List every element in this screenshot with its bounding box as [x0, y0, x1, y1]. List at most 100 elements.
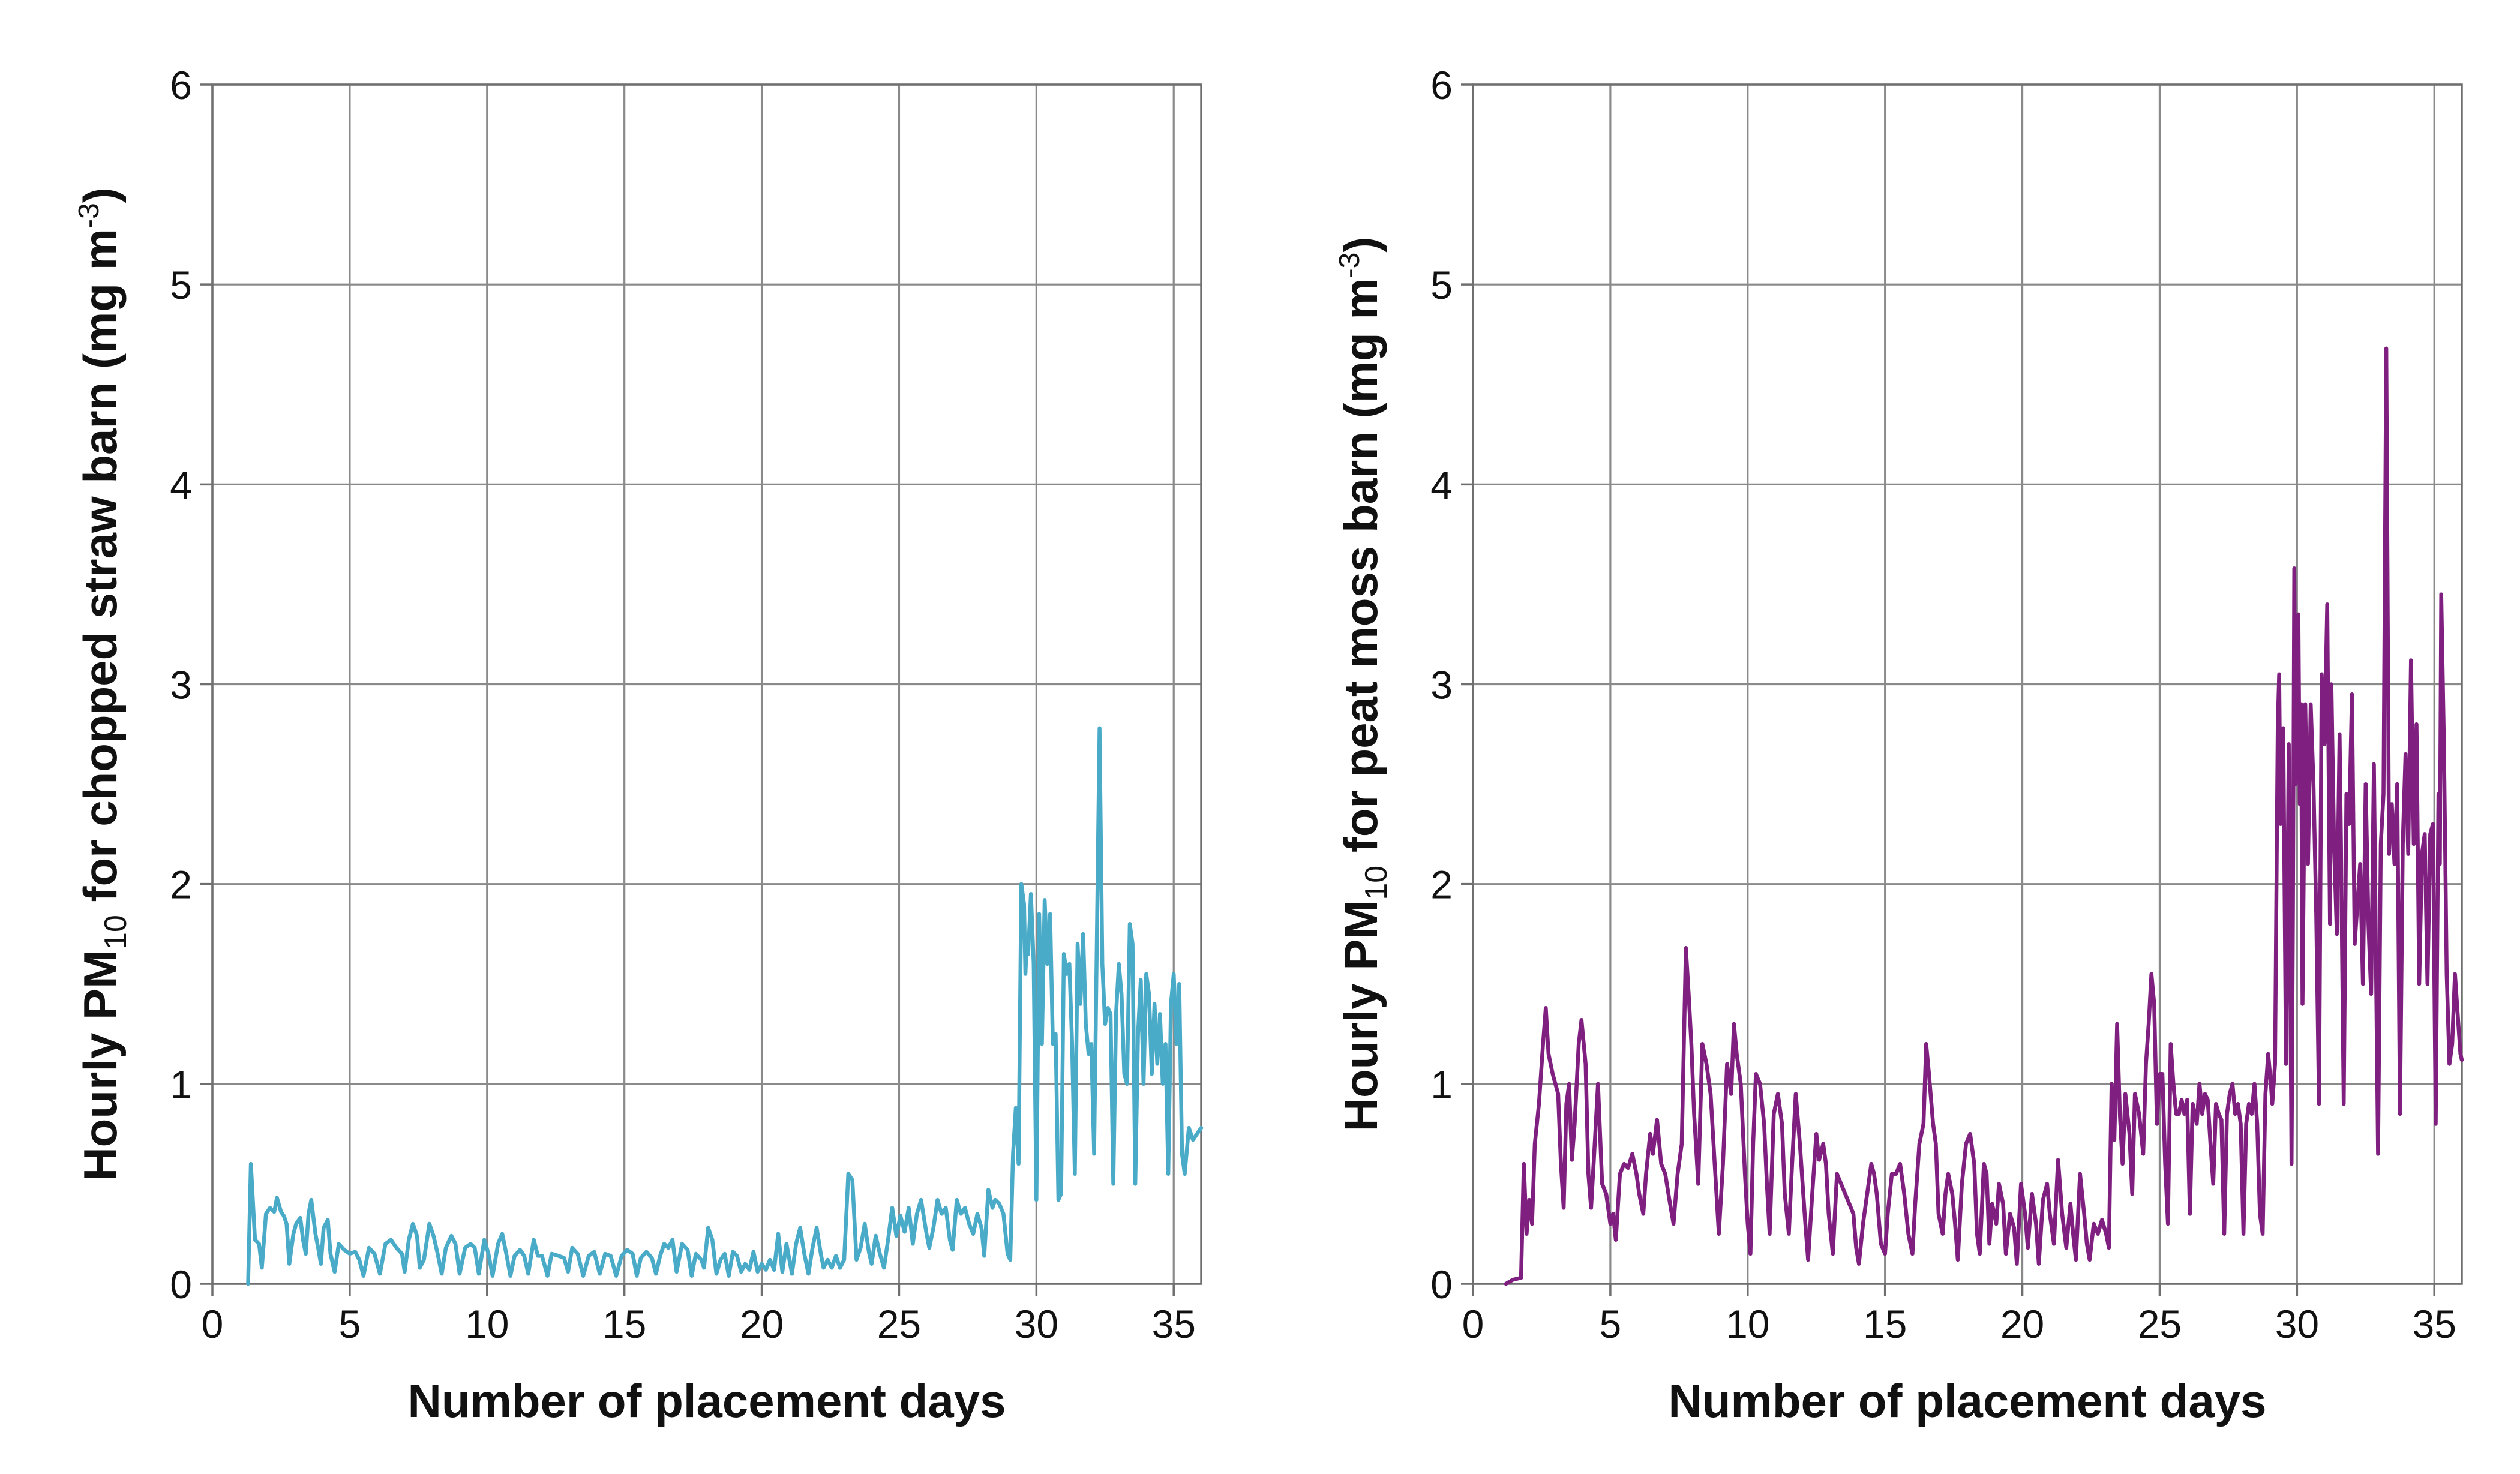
data-point [2072, 1233, 2074, 1235]
x-tick-label: 15 [1863, 1302, 1907, 1346]
data-point [2234, 1113, 2236, 1115]
data-point [2210, 1143, 2211, 1145]
data-point [2093, 1223, 2095, 1224]
data-point [1849, 1203, 1850, 1205]
data-point [2267, 1053, 2269, 1055]
data-point [563, 1257, 565, 1259]
data-point [2251, 1113, 2252, 1115]
data-point [416, 1235, 418, 1236]
data-point [1082, 933, 1084, 935]
y-tick-label: 6 [170, 63, 192, 107]
data-point [1991, 1203, 1993, 1205]
data-point [1121, 993, 1122, 995]
data-point [707, 1227, 709, 1229]
data-point [1568, 1083, 1570, 1085]
straw-barn-pm10-line [246, 726, 1204, 1286]
peat-moss-barn-chart: 0 5 10 15 20 25 30 35 0 1 2 3 4 5 6 Number of placeme… [1334, 63, 2464, 1427]
data-point [856, 1259, 857, 1260]
data-point [1736, 1053, 1738, 1055]
data-point [283, 1215, 284, 1217]
x-tick-label: 25 [2138, 1302, 2182, 1346]
data-point [2070, 1203, 2071, 1205]
data-point [2111, 1083, 2112, 1085]
y-tick-label: 2 [1430, 863, 1453, 907]
data-point [646, 1251, 647, 1253]
data-point [1986, 1173, 1987, 1175]
y-tick-label: 6 [1430, 63, 1453, 107]
data-point [2460, 1053, 2461, 1055]
data-point [827, 1259, 829, 1260]
data-point [401, 1253, 403, 1254]
y-axis-label-superscript: -3 [1334, 253, 1366, 278]
x-tick-label: 30 [1015, 1302, 1058, 1346]
x-tick-label: 0 [202, 1302, 224, 1346]
data-point [510, 1275, 511, 1277]
y-tick-label: 5 [170, 263, 192, 307]
data-point [1636, 1173, 1637, 1175]
data-point [363, 1275, 364, 1277]
data-point [1526, 1233, 1527, 1235]
data-point [712, 1239, 713, 1241]
data-point [533, 1239, 535, 1241]
data-point [1015, 1107, 1016, 1109]
data-point [2218, 1113, 2219, 1115]
y-tick-label: 0 [1430, 1262, 1453, 1307]
data-point [1047, 963, 1048, 965]
data-point [1912, 1253, 1913, 1254]
y-tick-label: 1 [170, 1062, 192, 1107]
x-tick-label: 10 [1726, 1302, 1769, 1346]
data-point [2027, 1247, 2029, 1248]
data-point [2005, 1253, 2006, 1254]
x-tick-label: 20 [2000, 1302, 2044, 1346]
data-point [433, 1235, 434, 1236]
data-point [404, 1271, 406, 1272]
data-point [1688, 993, 1689, 995]
data-point [926, 1233, 927, 1235]
data-point [1681, 1143, 1682, 1145]
data-point [429, 1223, 430, 1224]
data-point [852, 1179, 853, 1181]
data-point [368, 1247, 370, 1248]
data-point [920, 1199, 922, 1200]
data-point [933, 1227, 934, 1229]
data-point [2184, 1113, 2185, 1115]
data-point [2119, 1113, 2120, 1115]
data-point [2336, 933, 2338, 935]
y-tick-labels: 0 1 2 3 4 5 6 [1430, 63, 1453, 1307]
x-axis-label: Number of placement days [1669, 1374, 2267, 1427]
data-point [2232, 1083, 2233, 1085]
data-point [286, 1223, 287, 1224]
data-point [981, 1227, 982, 1229]
data-point [1033, 963, 1034, 965]
data-point [323, 1227, 324, 1229]
data-point [1750, 1253, 1751, 1254]
data-point [1548, 1053, 1549, 1055]
data-point [803, 1253, 805, 1254]
data-point [2254, 1083, 2255, 1085]
grid [211, 83, 1201, 1285]
data-point [2038, 1263, 2039, 1265]
data-point [968, 1223, 970, 1224]
plot-frame [200, 83, 1202, 1296]
x-tick-label: 5 [339, 1302, 361, 1346]
y-axis-label-subscript: 10 [98, 915, 133, 950]
data-point [2042, 1199, 2044, 1200]
data-point [1143, 1083, 1144, 1085]
x-tick-label: 5 [1600, 1302, 1622, 1346]
y-tick-label: 3 [1430, 663, 1453, 707]
data-point [1085, 1023, 1087, 1025]
data-point [1784, 1193, 1786, 1194]
y-tick-labels: 0 1 2 3 4 5 6 [170, 63, 192, 1307]
data-point [672, 1239, 673, 1241]
data-point [1942, 1233, 1943, 1235]
data-point [761, 1263, 763, 1265]
x-tick-label: 35 [1152, 1302, 1196, 1346]
data-point [860, 1247, 861, 1248]
data-point [2313, 783, 2314, 785]
data-point [2199, 1083, 2200, 1085]
data-point [887, 1239, 889, 1241]
data-point [2295, 783, 2296, 785]
data-point [2396, 783, 2398, 785]
data-point [1534, 1143, 1535, 1145]
data-point [1088, 1053, 1089, 1055]
